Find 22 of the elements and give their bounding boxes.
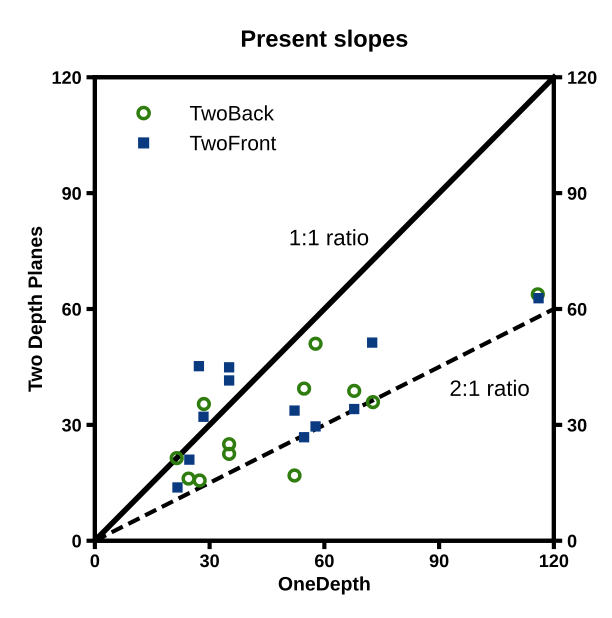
x-tick-label: 30 bbox=[200, 554, 219, 568]
x-tick-label: 120 bbox=[540, 554, 568, 568]
y-tick-label: 60 bbox=[62, 302, 81, 316]
annotation: 2:1 ratio bbox=[450, 380, 529, 396]
y-tick-label: 120 bbox=[52, 71, 81, 84]
y2-tick-label: 0 bbox=[568, 534, 576, 548]
y2-tick-label: 60 bbox=[568, 302, 586, 316]
y-tick-label: 30 bbox=[62, 418, 81, 432]
x-tick-label: 60 bbox=[314, 554, 334, 568]
chart-title: Present slopes bbox=[242, 30, 408, 52]
y2-tick-label: 90 bbox=[568, 187, 586, 200]
y2-tick-label: 30 bbox=[567, 418, 586, 432]
annotation: 1:1 ratio bbox=[290, 229, 368, 246]
y-tick-label: 0 bbox=[72, 534, 81, 548]
y-tick-label: 90 bbox=[62, 187, 81, 200]
y2-tick-label: 120 bbox=[568, 71, 596, 84]
x-axis-title: OneDepth bbox=[278, 576, 370, 594]
y-axis-title: Two Depth Planes bbox=[28, 226, 46, 392]
legend-label: TwoFront bbox=[190, 136, 276, 150]
legend-label: TwoBack bbox=[190, 105, 274, 121]
x-tick-label: 0 bbox=[90, 554, 100, 568]
x-tick-label: 90 bbox=[430, 554, 448, 568]
